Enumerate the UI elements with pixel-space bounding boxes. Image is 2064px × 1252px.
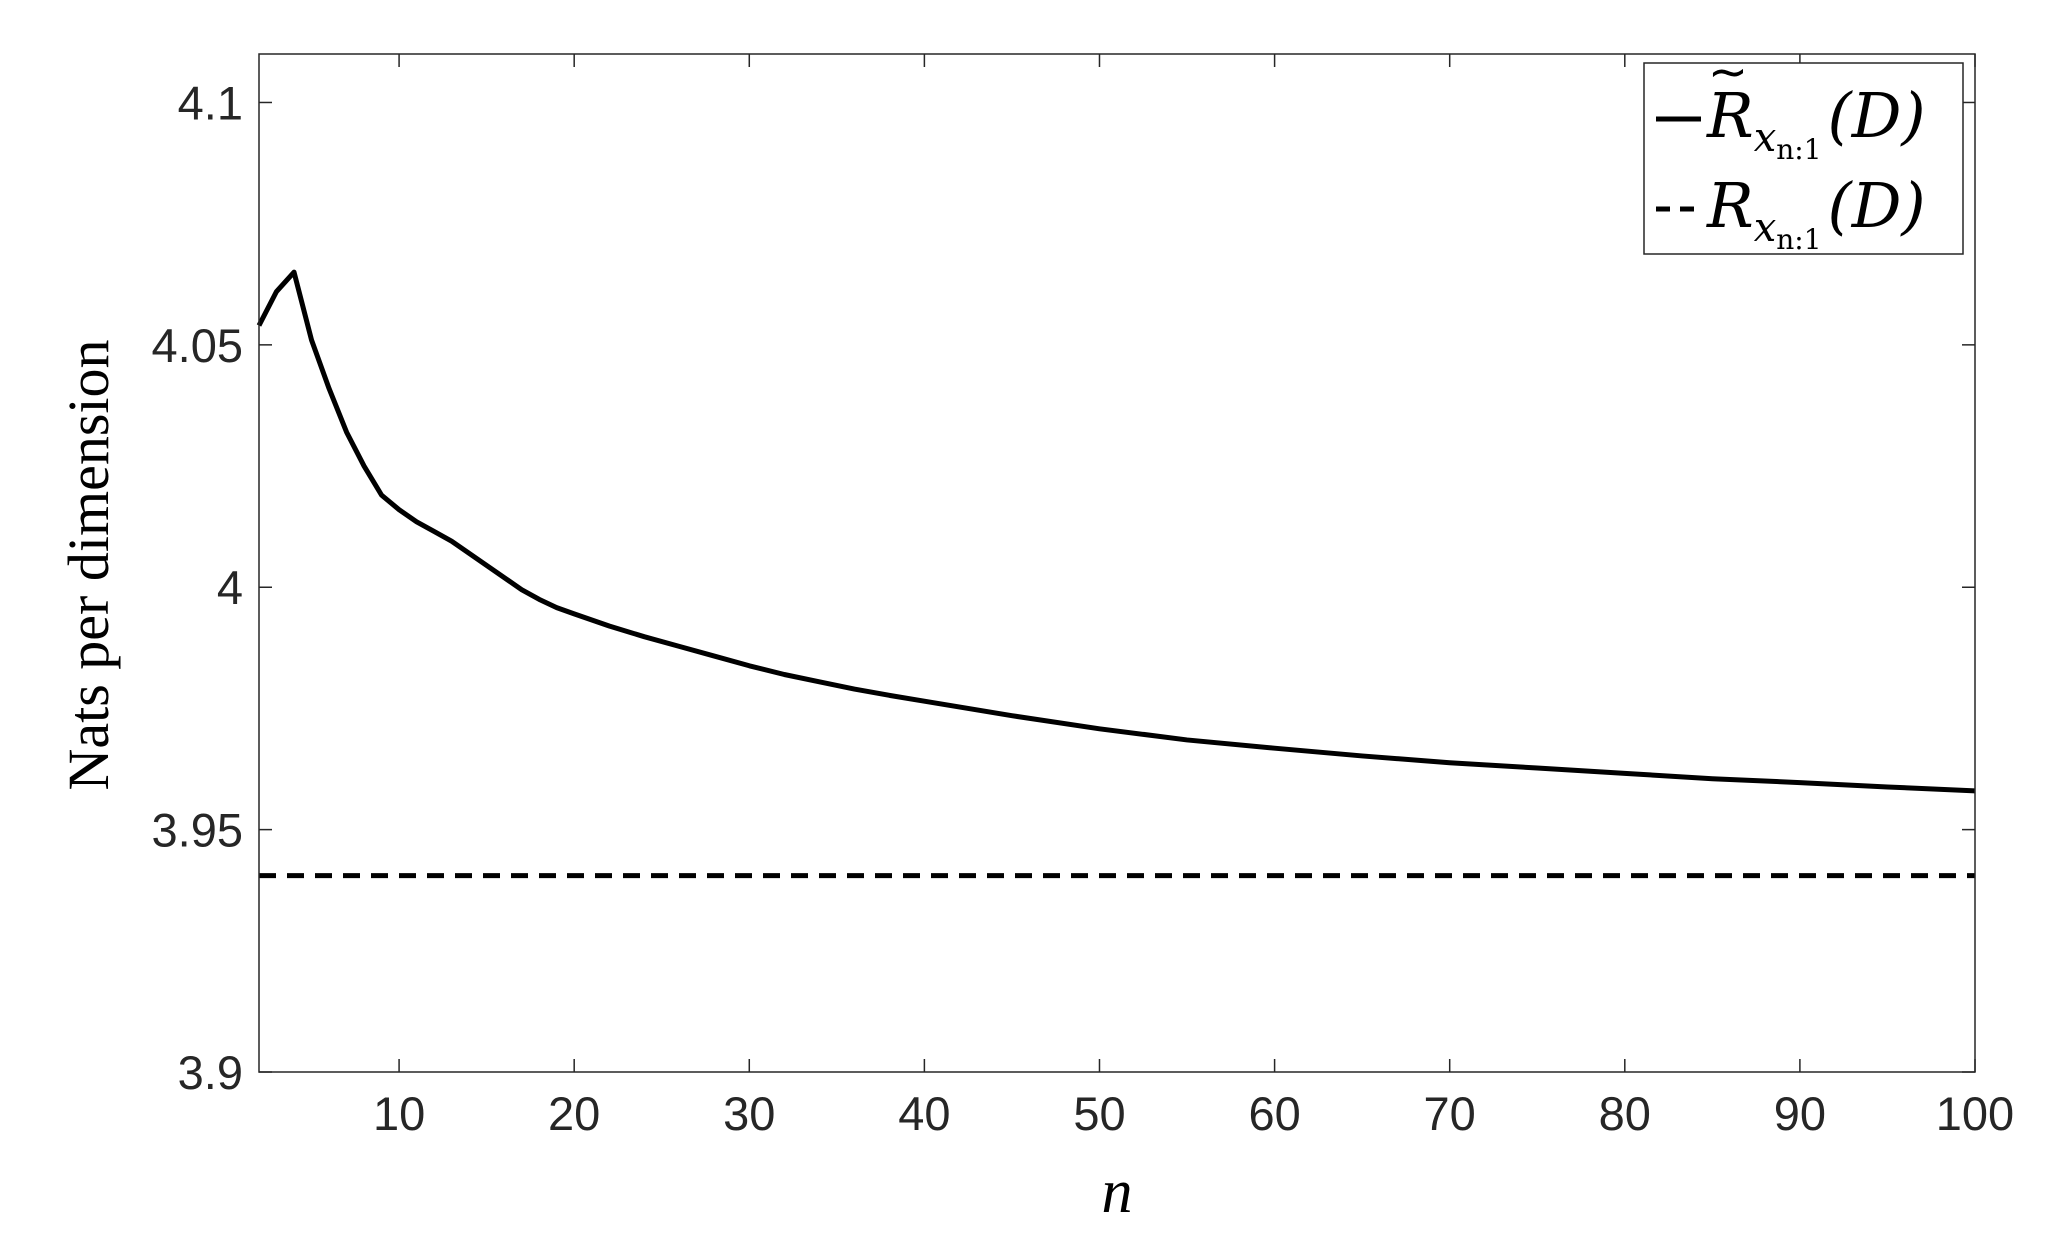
x-tick-label: 10 bbox=[373, 1087, 425, 1140]
legend-entry-1-subsub: n:1 bbox=[1776, 133, 1821, 166]
x-tick-label: 100 bbox=[1936, 1087, 2014, 1140]
tick-labels: 10 20 30 40 50 60 70 80 90 100 3.9 3.95 4 4.05 4.1 bbox=[152, 76, 2015, 1140]
legend-entry-1: Rxn:1(D) bbox=[1706, 79, 1926, 166]
y-tick-label: 4.1 bbox=[178, 76, 243, 129]
legend: Rxn:1(D) ~ Rxn:1(D) bbox=[1643, 44, 1964, 256]
x-axis-title: n bbox=[1102, 1158, 1133, 1226]
y-tick-label: 3.9 bbox=[178, 1046, 243, 1099]
axes-box bbox=[258, 53, 1976, 1073]
legend-entry-1-arg: (D) bbox=[1828, 79, 1926, 152]
y-tick-label: 3.95 bbox=[152, 804, 243, 857]
x-tick-label: 20 bbox=[548, 1087, 600, 1140]
x-tick-label: 90 bbox=[1774, 1087, 1826, 1140]
y-tick-label: 4.05 bbox=[152, 319, 243, 372]
legend-entry-1-sub: x bbox=[1754, 115, 1777, 161]
legend-entry-1-base: R bbox=[1706, 79, 1754, 152]
legend-entry-2-arg: (D) bbox=[1828, 169, 1926, 242]
legend-entry-2: Rxn:1(D) bbox=[1706, 169, 1926, 256]
x-tick-label: 40 bbox=[898, 1087, 950, 1140]
legend-box bbox=[1643, 62, 1964, 255]
x-tick-label: 80 bbox=[1599, 1087, 1651, 1140]
legend-entry-1-accent: ~ bbox=[1708, 44, 1748, 100]
legend-entry-2-base: R bbox=[1706, 169, 1754, 242]
legend-entry-2-subsub: n:1 bbox=[1776, 223, 1821, 256]
y-axis-title: Nats per dimension bbox=[56, 339, 121, 790]
legend-entry-2-sub: x bbox=[1754, 205, 1777, 251]
axis-ticks bbox=[259, 54, 1976, 1073]
x-tick-label: 70 bbox=[1424, 1087, 1476, 1140]
x-tick-label: 60 bbox=[1248, 1087, 1300, 1140]
series-line-solid bbox=[256, 269, 1976, 794]
x-tick-label: 30 bbox=[723, 1087, 775, 1140]
y-tick-label: 4 bbox=[217, 561, 243, 614]
plot-area bbox=[256, 53, 1976, 1073]
x-tick-label: 50 bbox=[1073, 1087, 1125, 1140]
